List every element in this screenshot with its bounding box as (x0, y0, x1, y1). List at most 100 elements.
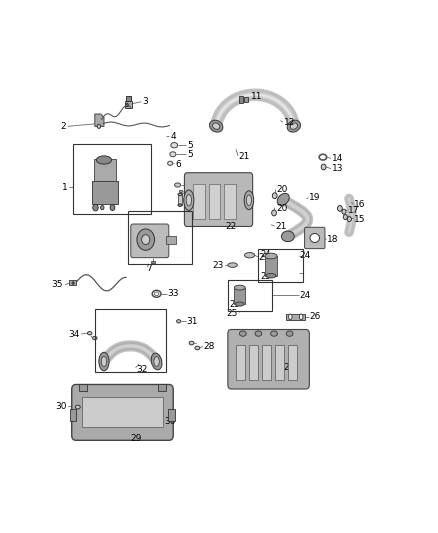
Text: 26: 26 (309, 312, 321, 321)
Bar (70, 409, 77, 421)
Ellipse shape (75, 405, 80, 409)
Circle shape (110, 205, 115, 211)
Bar (258, 248, 303, 282)
Text: 5: 5 (187, 141, 193, 150)
Ellipse shape (300, 314, 303, 320)
Text: 25: 25 (226, 309, 237, 318)
Bar (262, 345, 271, 380)
Bar (78, 384, 87, 391)
Bar (288, 345, 297, 380)
Text: 30: 30 (56, 402, 67, 411)
Text: 18: 18 (327, 235, 339, 244)
Bar (158, 384, 166, 391)
Ellipse shape (310, 233, 320, 243)
Ellipse shape (154, 357, 159, 366)
Bar (179, 190, 182, 192)
Circle shape (126, 103, 128, 107)
Bar (94, 159, 116, 182)
Text: 29: 29 (130, 434, 141, 443)
Text: 20: 20 (276, 185, 287, 195)
Ellipse shape (240, 331, 246, 336)
Ellipse shape (170, 152, 176, 157)
Bar (249, 345, 258, 380)
Ellipse shape (88, 332, 92, 335)
Bar (178, 195, 182, 205)
Text: 30: 30 (165, 417, 176, 426)
Text: 9: 9 (188, 198, 194, 207)
Text: 12: 12 (283, 118, 295, 127)
Bar (151, 261, 155, 263)
Text: 1: 1 (62, 183, 67, 191)
Ellipse shape (234, 285, 245, 290)
Text: 25: 25 (260, 272, 271, 281)
Ellipse shape (246, 195, 251, 206)
Ellipse shape (178, 193, 182, 196)
FancyBboxPatch shape (184, 173, 253, 227)
Ellipse shape (244, 253, 254, 258)
Text: 24: 24 (300, 251, 311, 260)
Circle shape (321, 164, 326, 170)
Text: 24: 24 (300, 291, 311, 300)
Bar (126, 96, 131, 101)
Circle shape (342, 209, 346, 214)
Ellipse shape (96, 156, 112, 164)
Bar (82, 397, 163, 427)
Bar (275, 345, 284, 380)
FancyBboxPatch shape (72, 384, 173, 440)
Text: 16: 16 (354, 200, 366, 209)
Text: 32: 32 (136, 365, 148, 374)
Ellipse shape (290, 123, 297, 130)
Bar (69, 280, 77, 285)
Ellipse shape (168, 161, 173, 165)
Bar (169, 409, 175, 421)
Text: 13: 13 (332, 164, 343, 173)
Text: 19: 19 (309, 193, 321, 202)
Bar (193, 184, 205, 219)
Text: 6: 6 (175, 159, 180, 168)
Text: 25: 25 (230, 301, 240, 309)
Ellipse shape (228, 263, 237, 268)
Ellipse shape (184, 190, 194, 211)
Ellipse shape (92, 336, 97, 340)
Ellipse shape (271, 331, 277, 336)
Text: 22: 22 (226, 222, 237, 231)
Ellipse shape (178, 204, 182, 206)
Circle shape (93, 204, 98, 211)
Ellipse shape (175, 183, 181, 187)
Text: 33: 33 (167, 289, 179, 298)
Ellipse shape (171, 142, 178, 148)
Text: 23: 23 (258, 253, 270, 262)
Bar (244, 97, 247, 102)
Ellipse shape (152, 419, 156, 423)
Ellipse shape (177, 320, 181, 323)
Bar (265, 256, 277, 276)
Bar (224, 184, 236, 219)
Text: 24: 24 (260, 251, 271, 259)
Text: 34: 34 (68, 329, 80, 338)
Bar (239, 96, 243, 103)
Ellipse shape (235, 302, 244, 306)
Ellipse shape (265, 253, 277, 259)
FancyBboxPatch shape (304, 227, 325, 248)
Text: 20: 20 (276, 204, 287, 213)
Ellipse shape (209, 120, 223, 132)
Bar (228, 280, 272, 311)
Text: 27: 27 (283, 363, 295, 372)
Ellipse shape (152, 290, 161, 297)
Text: 21: 21 (276, 222, 287, 231)
Circle shape (338, 206, 342, 211)
Ellipse shape (289, 314, 292, 320)
Ellipse shape (154, 292, 159, 296)
Ellipse shape (286, 331, 293, 336)
Text: 23: 23 (212, 261, 224, 270)
Ellipse shape (255, 331, 262, 336)
FancyBboxPatch shape (228, 329, 309, 389)
Text: 7: 7 (146, 264, 152, 273)
FancyBboxPatch shape (131, 224, 169, 257)
Text: 21: 21 (239, 152, 250, 161)
Text: 14: 14 (332, 154, 343, 163)
Circle shape (272, 210, 276, 216)
Circle shape (343, 215, 347, 220)
Circle shape (141, 235, 150, 245)
Text: 31: 31 (187, 317, 198, 326)
